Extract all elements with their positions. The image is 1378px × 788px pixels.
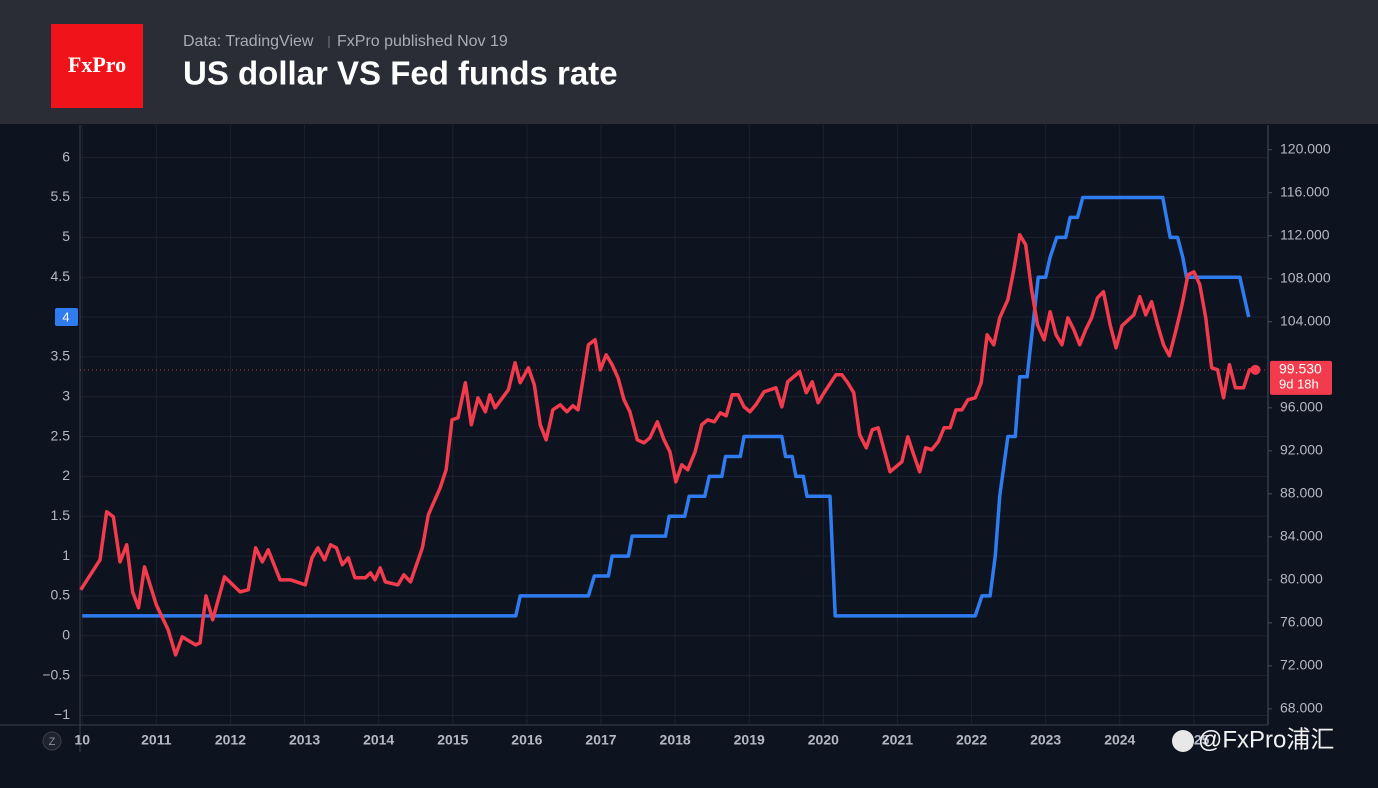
x-tick-label: 2018 [660, 732, 691, 748]
y2-tick-label: 120.000 [1280, 140, 1331, 156]
y2-tick-label: 112.000 [1280, 226, 1330, 242]
y-tick-label: 1.5 [51, 507, 71, 523]
z-button[interactable] [42, 731, 62, 751]
y-tick-label: −0.5 [42, 666, 70, 682]
x-tick-label: 2016 [511, 732, 542, 748]
price-tag-value: 99.530 [1279, 361, 1322, 377]
watermark-icon [1172, 730, 1194, 752]
y-tick-label: 0.5 [51, 587, 71, 603]
publisher: FxPro published Nov 19 [337, 33, 508, 50]
current-rate-box [55, 308, 78, 327]
y2-tick-label: 96.000 [1280, 398, 1323, 414]
y2-tick-label: 68.000 [1280, 700, 1323, 716]
last-point [1250, 364, 1261, 375]
y-tick-label: 5.5 [51, 188, 71, 204]
y-tick-label: 2 [62, 467, 70, 483]
x-tick-label: 2023 [1030, 732, 1061, 748]
series-line [82, 195, 1251, 618]
y2-tick-label: 88.000 [1280, 485, 1323, 501]
price-tag-countdown: 9d 18h [1279, 376, 1319, 391]
x-tick-label: 2015 [437, 732, 468, 748]
y-tick-label: 5 [62, 228, 70, 244]
y2-tick-label: 92.000 [1280, 442, 1323, 458]
x-tick-label: 2012 [215, 732, 246, 748]
y2-tick-label: 72.000 [1280, 657, 1323, 673]
y-tick-label: 3.5 [51, 348, 71, 364]
x-tick-label: 2013 [289, 732, 320, 748]
y2-tick-label: 76.000 [1280, 614, 1323, 630]
grid [80, 125, 1268, 725]
logo-box [51, 24, 143, 108]
series-line [79, 233, 1256, 657]
y-tick-label: −1 [54, 706, 70, 722]
watermark: @FxPro浦汇 [1198, 726, 1334, 753]
y2-tick-label: 84.000 [1280, 528, 1323, 544]
logo: FxPro [68, 52, 126, 77]
y-tick-label: 6 [62, 148, 70, 164]
y2-tick-label: 80.000 [1280, 571, 1323, 587]
x-tick-label: 2020 [808, 732, 839, 748]
x-tick-label: 2014 [363, 732, 394, 748]
y2-tick-label: 108.000 [1280, 269, 1331, 285]
current-rate-label: 4 [62, 309, 69, 324]
y2-tick-label: 104.000 [1280, 312, 1331, 328]
x-tick-label: 2017 [585, 732, 616, 748]
y-tick-label: 3 [62, 387, 70, 403]
price-tag [1270, 360, 1332, 395]
x-tick-label: 2024 [1104, 732, 1135, 748]
subtitle: Data: TradingView [183, 33, 314, 50]
labels: 10 2011 2012 2013 2014 2015 2016 2017 2018 2019 20… [42, 140, 1332, 748]
y-tick-label: 2.5 [51, 427, 71, 443]
x-tick-label: 2022 [956, 732, 987, 748]
chart-title: US dollar VS Fed funds rate [183, 55, 618, 92]
x-tick-label: 10 [74, 732, 90, 748]
header-background [0, 0, 1378, 124]
x-tick-label: 2019 [734, 732, 765, 748]
y-tick-label: 1 [62, 547, 70, 563]
y-tick-label: 0 [62, 626, 70, 642]
x-tick-label: 2011 [141, 732, 172, 748]
x-tick-label: 2021 [882, 732, 913, 748]
y2-tick-label: 116.000 [1280, 183, 1330, 199]
marks [79, 195, 1268, 657]
z-button-label[interactable]: Z [49, 736, 56, 748]
y-tick-label: 4.5 [51, 268, 71, 284]
